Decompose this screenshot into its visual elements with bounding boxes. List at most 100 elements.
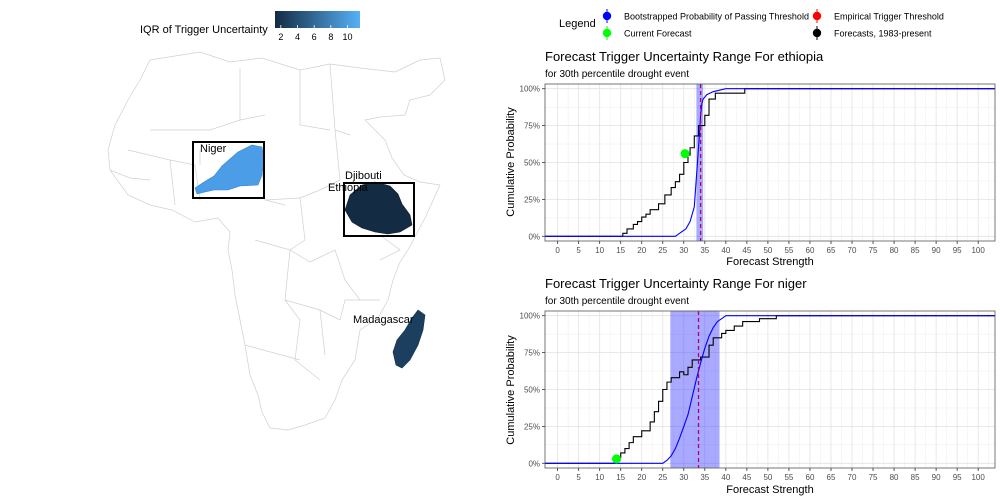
- y-axis-label: Cumulative Probability: [505, 107, 517, 217]
- x-tick-label: 15: [616, 473, 625, 482]
- colorbar-tick-label: 8: [328, 32, 333, 42]
- chart-title: Forecast Trigger Uncertainty Range For n…: [545, 276, 807, 291]
- x-tick-label: 25: [658, 473, 667, 482]
- x-tick-label: 95: [953, 473, 962, 482]
- colorbar: IQR of Trigger Uncertainty 2 4 6 8 10: [140, 11, 360, 42]
- legend-item-label: Forecasts, 1983-present: [834, 29, 932, 39]
- legend-item-label: Empirical Trigger Threshold: [834, 12, 944, 22]
- x-tick-label: 60: [806, 473, 815, 482]
- x-tick-label: 60: [806, 246, 815, 255]
- legend-items: Bootstrapped Probability of Passing Thre…: [602, 9, 944, 40]
- legend-title: Legend: [559, 18, 596, 30]
- x-tick-label: 50: [763, 246, 772, 255]
- y-tick-label: 100%: [520, 85, 540, 94]
- current-forecast-point: [680, 149, 690, 159]
- x-tick-label: 95: [953, 246, 962, 255]
- series-line: [545, 88, 995, 237]
- y-tick-label: 75%: [524, 122, 540, 131]
- x-tick-label: 45: [742, 246, 751, 255]
- x-tick-label: 25: [658, 246, 667, 255]
- x-tick-label: 75: [869, 473, 878, 482]
- colorbar-title: IQR of Trigger Uncertainty: [140, 24, 268, 36]
- x-tick-label: 0: [555, 473, 560, 482]
- x-tick-label: 80: [890, 473, 899, 482]
- y-tick-label: 0%: [528, 232, 540, 241]
- y-tick-label: 25%: [524, 422, 540, 431]
- map-panel: IQR of Trigger Uncertainty 2 4 6 8 10 Niger …: [107, 11, 446, 431]
- x-tick-label: 20: [637, 246, 646, 255]
- x-tick-label: 75: [869, 246, 878, 255]
- x-tick-label: 40: [721, 473, 730, 482]
- x-tick-label: 30: [679, 473, 688, 482]
- current-forecast-point: [611, 454, 621, 464]
- x-tick-label: 35: [700, 473, 709, 482]
- x-tick-label: 45: [742, 473, 751, 482]
- x-tick-label: 35: [700, 246, 709, 255]
- legend: Legend Bootstrapped Probability of Passi…: [559, 9, 944, 40]
- chart-ethiopia: Forecast Trigger Uncertainty Range For e…: [505, 49, 996, 268]
- country-borders: [109, 63, 401, 381]
- x-tick-label: 90: [932, 473, 941, 482]
- chart-niger: Forecast Trigger Uncertainty Range For n…: [505, 276, 996, 496]
- x-tick-label: 70: [848, 246, 857, 255]
- madagascar-shape: [392, 309, 426, 369]
- y-axis-label: Cumulative Probability: [505, 335, 517, 445]
- x-axis-label: Forecast Strength: [726, 256, 813, 268]
- colorbar-tick-label: 6: [312, 32, 317, 42]
- x-tick-label: 15: [616, 246, 625, 255]
- plot-area: 0 5 10 15 20 25 30 35 40 45 50 55 60 65 70 75 80 85 90 95 10…: [520, 83, 996, 255]
- x-tick-label: 10: [595, 473, 604, 482]
- x-tick-label: 10: [595, 246, 604, 255]
- label-niger: Niger: [200, 143, 227, 155]
- y-tick-label: 50%: [524, 386, 540, 395]
- colorbar-gradient: [275, 11, 360, 28]
- chart-subtitle: for 30th percentile drought event: [545, 296, 689, 307]
- ethiopia-box: [343, 182, 415, 237]
- plot-area: 0 5 10 15 20 25 30 35 40 45 50 55 60 65 70 75 80 85 90 95 10…: [520, 310, 996, 482]
- x-axis-label: Forecast Strength: [726, 484, 813, 496]
- x-tick-label: 0: [555, 246, 560, 255]
- x-tick-label: 65: [827, 473, 836, 482]
- legend-item-label: Bootstrapped Probability of Passing Thre…: [624, 12, 809, 22]
- x-tick-label: 80: [890, 246, 899, 255]
- africa-outline: [107, 51, 446, 431]
- x-tick-label: 55: [784, 473, 793, 482]
- x-tick-label: 5: [576, 246, 581, 255]
- y-tick-label: 50%: [524, 159, 540, 168]
- legend-key-dot: [812, 11, 822, 21]
- uncertainty-band: [696, 84, 704, 241]
- label-madagascar: Madagascar: [353, 314, 414, 326]
- legend-key-dot: [602, 28, 612, 38]
- x-tick-label: 70: [848, 473, 857, 482]
- legend-item-label: Current Forecast: [624, 29, 692, 39]
- y-tick-label: 0%: [528, 459, 540, 468]
- series-line: [545, 315, 995, 464]
- label-djibouti: Djibouti: [345, 170, 382, 182]
- y-tick-label: 75%: [524, 349, 540, 358]
- label-ethiopia: Ethiopia: [328, 182, 369, 194]
- y-tick-label: 25%: [524, 195, 540, 204]
- x-tick-label: 85: [911, 473, 920, 482]
- legend-key-dot: [602, 11, 612, 21]
- x-tick-label: 55: [784, 246, 793, 255]
- y-tick-label: 100%: [520, 312, 540, 321]
- x-tick-label: 90: [932, 246, 941, 255]
- niger-box: [192, 141, 265, 199]
- colorbar-tick-label: 2: [278, 32, 283, 42]
- africa-basemap: [107, 51, 446, 431]
- chart-title: Forecast Trigger Uncertainty Range For e…: [545, 49, 824, 64]
- colorbar-tick-label: 10: [342, 32, 352, 42]
- x-tick-label: 50: [763, 473, 772, 482]
- series-line: [545, 88, 995, 237]
- x-tick-label: 30: [679, 246, 688, 255]
- x-tick-label: 100: [971, 246, 985, 255]
- chart-subtitle: for 30th percentile drought event: [545, 69, 689, 80]
- colorbar-ticks: 2 4 6 8 10: [278, 25, 353, 42]
- x-tick-label: 65: [827, 246, 836, 255]
- x-tick-label: 100: [971, 473, 985, 482]
- x-tick-label: 40: [721, 246, 730, 255]
- x-tick-label: 85: [911, 246, 920, 255]
- series-line: [545, 315, 995, 464]
- uncertainty-band: [670, 311, 720, 468]
